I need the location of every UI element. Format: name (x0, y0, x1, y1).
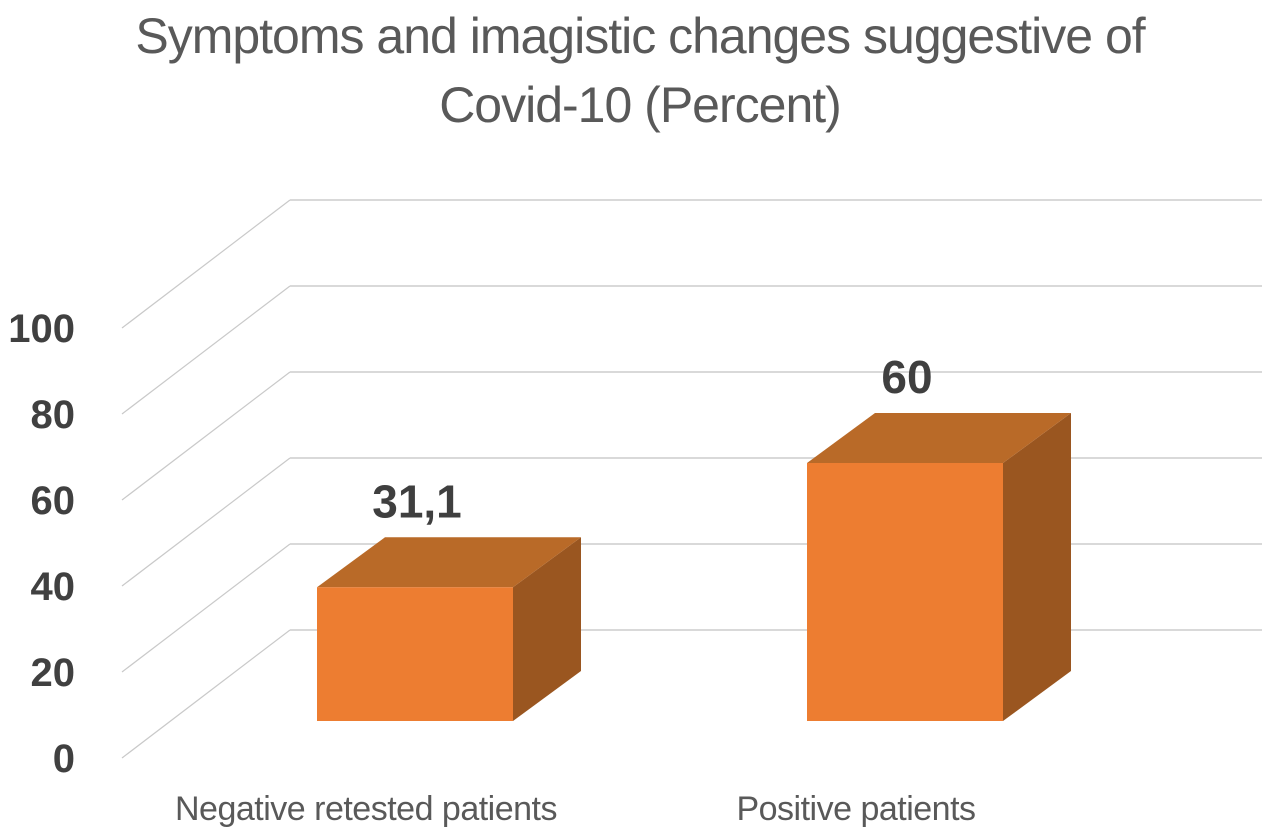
bar-data-label: 31,1 (372, 475, 462, 527)
bar-side-face (513, 537, 581, 721)
bar-side-face (1003, 413, 1071, 721)
gridline-diagonal (121, 543, 291, 673)
category-label: Positive patients (736, 790, 975, 828)
y-axis-tick-label: 80 (31, 393, 76, 437)
bar-top-face (807, 413, 1071, 463)
bar-front-face (807, 463, 1003, 721)
bar-top-face (317, 537, 581, 588)
chart-title-line-1: Symptoms and imagistic changes suggestiv… (135, 8, 1145, 64)
chart-title-line-2: Covid-10 (Percent) (439, 77, 842, 133)
y-axis-tick-label: 0 (53, 737, 75, 781)
chart-title: Symptoms and imagistic changes suggestiv… (40, 2, 1240, 140)
gridline-diagonal (121, 199, 291, 329)
y-axis-tick-label: 40 (31, 565, 76, 609)
gridline-diagonal (121, 285, 291, 415)
y-axis-tick-label: 60 (31, 479, 76, 523)
bar-front-face (317, 587, 513, 721)
bar-data-label: 60 (881, 351, 932, 403)
gridline-diagonal (121, 371, 291, 501)
gridline-diagonal (121, 457, 291, 587)
category-label: Negative retested patients (175, 790, 557, 828)
y-axis-tick-label: 20 (31, 651, 76, 695)
gridline-diagonal (121, 629, 291, 759)
y-axis-tick-label: 100 (8, 307, 75, 351)
